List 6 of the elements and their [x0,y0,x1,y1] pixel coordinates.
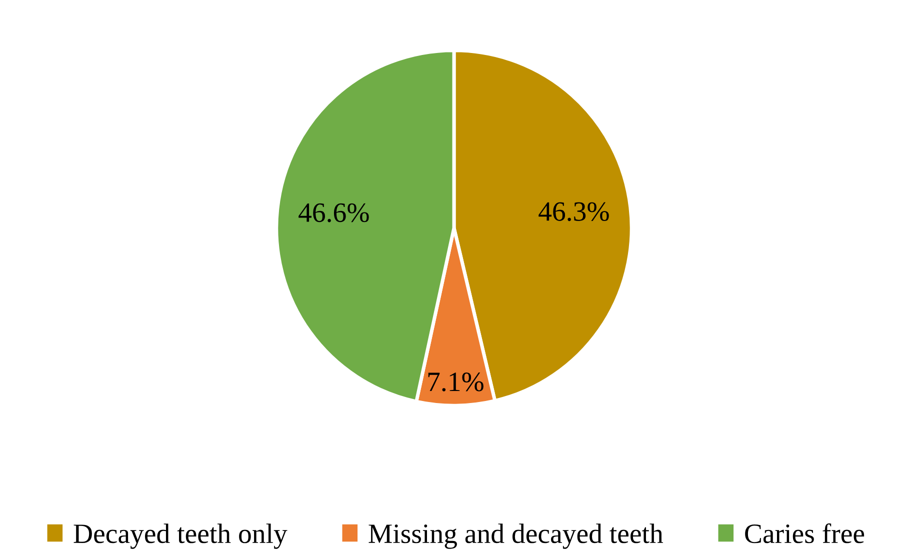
legend-label: Missing and decayed teeth [368,524,664,549]
legend-label: Caries free [745,523,864,544]
data-label: 7.1% [428,372,484,392]
legend-label: Decayed teeth only [74,524,288,549]
data-label: 46.6% [298,203,369,222]
data-label: 46.3% [538,202,609,222]
